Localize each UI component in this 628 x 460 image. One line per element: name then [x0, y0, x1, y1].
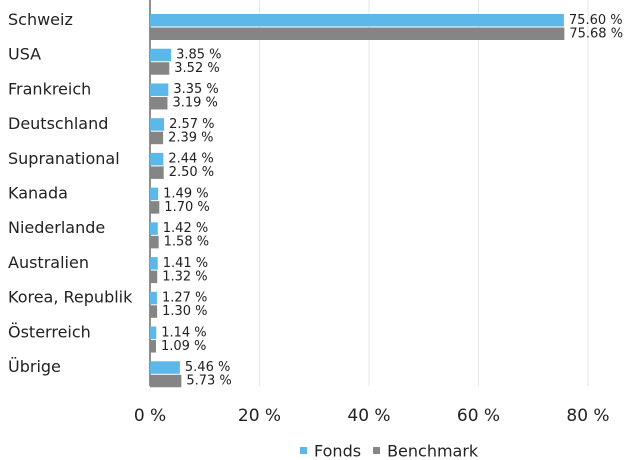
category-label: Frankreich	[8, 79, 91, 98]
legend-label: Benchmark	[387, 442, 479, 460]
bar	[150, 166, 164, 179]
category-label: Kanada	[8, 184, 68, 203]
bar	[150, 118, 165, 131]
x-tick-label: 60 %	[457, 406, 500, 426]
bar	[150, 374, 182, 388]
category-label: Übrige	[8, 357, 61, 376]
category-label: Schweiz	[8, 10, 73, 29]
bar	[150, 152, 164, 166]
bar	[150, 187, 159, 201]
bar	[150, 62, 170, 75]
category-label: USA	[8, 45, 41, 64]
x-tick-label: 0 %	[134, 406, 166, 426]
legend-swatch	[373, 447, 381, 454]
value-label: 3.52 %	[174, 61, 219, 76]
category-label: Supranational	[8, 149, 120, 168]
legend-label: Fonds	[314, 442, 361, 460]
value-label: 1.09 %	[161, 339, 206, 354]
value-label: 1.58 %	[164, 235, 209, 250]
bar	[150, 222, 158, 235]
value-label: 2.39 %	[168, 130, 213, 145]
x-tick-label: 40 %	[347, 406, 390, 426]
value-label: 1.14 %	[161, 325, 206, 340]
value-label: 2.57 %	[169, 117, 214, 132]
value-label: 1.27 %	[162, 291, 207, 306]
bar	[150, 48, 172, 62]
category-label: Korea, Republik	[8, 288, 133, 307]
category-label: Niederlande	[8, 218, 105, 237]
x-tick-label: 80 %	[566, 406, 609, 426]
value-label: 1.70 %	[164, 200, 209, 215]
value-label: 1.41 %	[163, 256, 208, 271]
value-label: 3.35 %	[173, 82, 218, 97]
value-label: 2.50 %	[169, 165, 214, 180]
bar	[150, 291, 157, 305]
value-label: 1.30 %	[162, 304, 207, 319]
bar	[150, 257, 158, 270]
category-label: Deutschland	[8, 114, 108, 133]
bar	[150, 131, 164, 145]
value-label: 2.44 %	[168, 152, 213, 167]
value-label: 3.85 %	[176, 47, 221, 62]
x-tick-label: 20 %	[238, 406, 281, 426]
bar	[150, 96, 168, 110]
bar	[150, 326, 157, 340]
category-label: Australien	[8, 253, 89, 272]
bar	[150, 361, 180, 374]
bar	[150, 83, 169, 96]
legend-swatch	[300, 447, 307, 454]
value-label: 5.73 %	[186, 374, 231, 389]
value-label: 5.46 %	[185, 360, 230, 375]
value-label: 3.19 %	[172, 96, 217, 111]
category-label: Österreich	[8, 322, 91, 341]
bar	[150, 27, 565, 40]
value-label: 75.68 %	[569, 26, 623, 41]
bar	[150, 235, 159, 249]
bar	[150, 340, 156, 353]
value-label: 1.32 %	[162, 269, 207, 284]
value-label: 75.60 %	[569, 13, 623, 28]
bar	[150, 270, 158, 284]
bar	[150, 201, 160, 214]
bar	[150, 14, 564, 27]
value-label: 1.49 %	[163, 186, 208, 201]
value-label: 1.42 %	[163, 221, 208, 236]
bar	[150, 305, 158, 318]
